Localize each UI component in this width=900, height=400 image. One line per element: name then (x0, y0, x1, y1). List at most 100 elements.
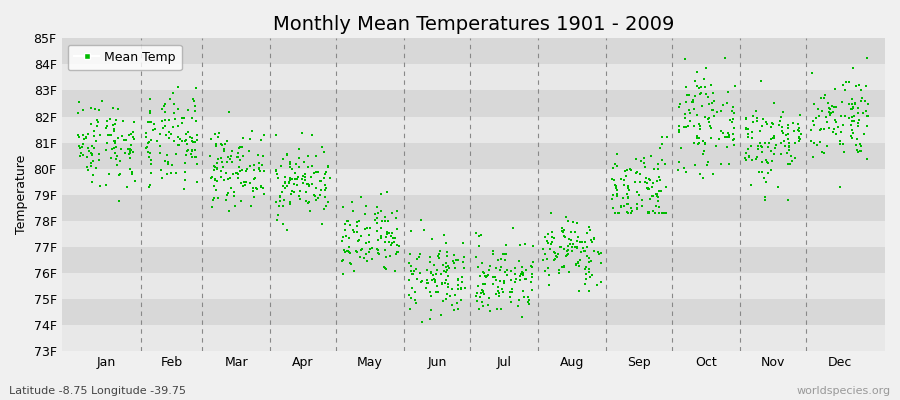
Point (774, 124, 788, 130)
Point (489, 291, 503, 298)
Point (319, 194, 333, 200)
Point (119, 137, 133, 143)
Point (248, 194, 262, 200)
Point (518, 294, 532, 300)
Point (455, 258, 470, 265)
Point (472, 272, 487, 279)
Point (508, 276, 523, 282)
Point (126, 136, 140, 142)
Point (277, 197, 292, 204)
Point (149, 138, 164, 144)
Point (691, 141, 706, 148)
Point (648, 190, 662, 197)
Point (539, 238, 554, 244)
Point (102, 171, 116, 177)
Point (636, 160, 651, 166)
Point (257, 191, 272, 197)
Point (635, 202, 650, 209)
Point (155, 106, 169, 112)
Point (432, 255, 446, 261)
Point (561, 250, 575, 257)
Point (377, 264, 392, 270)
Point (696, 138, 710, 144)
Point (438, 264, 453, 270)
Point (499, 242, 513, 249)
Point (857, 131, 871, 137)
Point (292, 193, 307, 199)
Point (489, 277, 503, 283)
Point (419, 280, 434, 286)
Point (694, 90, 708, 96)
Point (142, 139, 157, 146)
Point (678, 56, 692, 62)
Point (503, 268, 517, 274)
Point (233, 144, 248, 150)
Point (827, 86, 842, 92)
Point (85, 150, 99, 157)
Point (404, 271, 419, 277)
Point (502, 294, 517, 301)
Point (190, 161, 204, 168)
Point (126, 149, 140, 155)
Point (486, 251, 500, 257)
Point (108, 150, 122, 156)
Point (153, 150, 167, 156)
Point (476, 281, 491, 288)
Point (144, 136, 158, 143)
Point (829, 119, 843, 126)
Point (382, 230, 396, 236)
Point (568, 229, 582, 236)
Point (725, 118, 740, 125)
Point (80, 164, 94, 170)
Point (633, 179, 647, 186)
Point (354, 233, 368, 240)
Point (750, 118, 764, 125)
Bar (61, 38, 885, 64)
Point (846, 113, 860, 119)
Point (512, 296, 526, 303)
Point (642, 186, 656, 192)
Point (217, 146, 231, 152)
Point (210, 160, 224, 166)
Point (554, 243, 568, 250)
Point (220, 154, 235, 161)
Point (340, 248, 355, 254)
Point (828, 117, 842, 123)
Point (705, 107, 719, 114)
Point (181, 147, 195, 154)
Point (76, 144, 90, 150)
Point (810, 142, 824, 148)
Point (639, 180, 653, 186)
Point (779, 150, 794, 156)
Point (79, 134, 94, 140)
Point (234, 167, 248, 174)
Point (427, 272, 441, 278)
Point (184, 148, 199, 154)
Point (819, 114, 833, 120)
Point (108, 139, 122, 146)
Point (356, 246, 370, 252)
Point (236, 135, 250, 141)
Point (835, 99, 850, 106)
Point (274, 189, 289, 196)
Point (478, 272, 492, 279)
Point (143, 119, 157, 125)
Point (406, 270, 420, 277)
Point (209, 187, 223, 194)
Point (505, 286, 519, 292)
Point (90, 116, 104, 123)
Point (380, 231, 394, 237)
Point (162, 129, 176, 136)
Point (408, 288, 422, 295)
Point (692, 170, 706, 177)
Point (122, 146, 137, 153)
Point (215, 142, 230, 148)
Point (445, 286, 459, 292)
Point (297, 177, 311, 183)
Point (409, 266, 423, 272)
Point (450, 277, 464, 283)
Point (343, 222, 357, 228)
Point (391, 249, 405, 256)
Point (607, 177, 621, 183)
Point (605, 196, 619, 202)
